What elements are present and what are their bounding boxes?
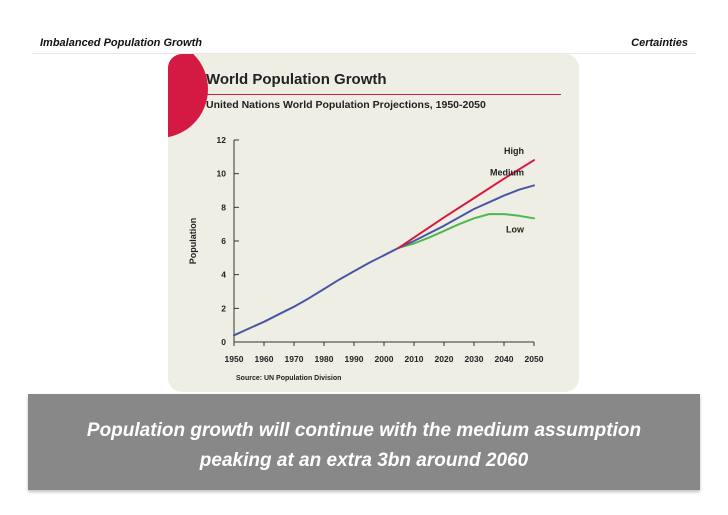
x-tick-label: 2050 <box>525 354 544 364</box>
x-tick-label: 1990 <box>345 354 364 364</box>
x-tick-label: 1970 <box>285 354 304 364</box>
x-tick-label: 2040 <box>495 354 514 364</box>
series-label-medium: Medium <box>490 167 524 177</box>
x-tick-label: 2030 <box>465 354 484 364</box>
y-tick-label: 4 <box>221 270 226 280</box>
takeaway-line-2: peaking at an extra 3bn around 2060 <box>199 450 529 471</box>
chart-title-rule <box>206 94 561 95</box>
chart-source: Source: UN Population Division <box>236 375 342 382</box>
y-tick-label: 12 <box>217 135 227 145</box>
chart-title: World Population Growth <box>206 71 387 88</box>
chart-card: World Population Growth United Nations W… <box>168 54 579 392</box>
takeaway-line-1: Population growth will continue with the… <box>86 420 642 441</box>
series-line-medium <box>233 184 535 337</box>
chart-subtitle: United Nations World Population Projecti… <box>206 99 486 111</box>
y-tick-label: 10 <box>217 169 227 179</box>
series-label-low: Low <box>506 224 525 234</box>
x-tick-label: 1980 <box>315 354 334 364</box>
x-tick-label: 2020 <box>435 354 454 364</box>
x-tick-label: 1950 <box>225 354 244 364</box>
section-label: Certainties <box>631 37 688 49</box>
series-label-high: High <box>504 146 524 156</box>
x-tick-label: 2000 <box>375 354 394 364</box>
population-line-chart: 0 2 4 6 8 10 12 1950 1960 1970 1980 1990 2000 2010 202… <box>188 135 544 364</box>
y-tick-label: 2 <box>221 303 226 313</box>
y-tick-label: 6 <box>221 236 226 246</box>
y-tick-label: 8 <box>221 202 226 212</box>
y-tick-label: 0 <box>221 337 226 347</box>
x-tick-label: 2010 <box>405 354 424 364</box>
series-line-low <box>398 213 535 249</box>
takeaway-banner: Population growth will continue with the… <box>28 394 700 490</box>
header-divider <box>32 53 696 54</box>
slide-title: Imbalanced Population Growth <box>40 37 202 49</box>
x-tick-label: 1960 <box>255 354 274 364</box>
y-axis-label: Population <box>188 218 198 265</box>
series-line-high <box>398 159 535 249</box>
